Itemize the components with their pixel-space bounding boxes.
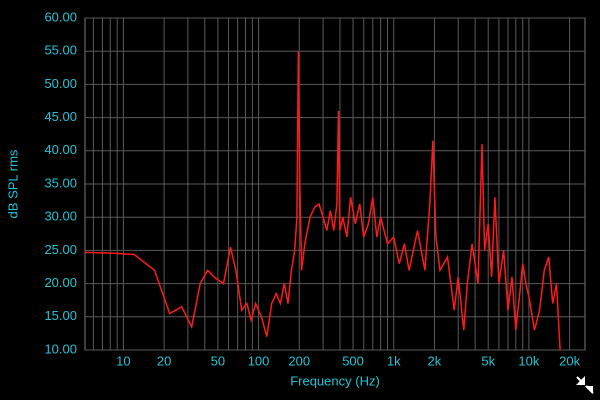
y-tick-label: 40.00: [44, 142, 77, 157]
x-tick-label: 50: [211, 353, 225, 368]
y-tick-label: 15.00: [44, 308, 77, 323]
x-tick-label: 100: [248, 353, 270, 368]
x-tick-label: 20k: [559, 353, 580, 368]
x-axis-title: Frequency (Hz): [290, 373, 380, 388]
x-tick-label: 5k: [481, 353, 495, 368]
y-tick-label: 20.00: [44, 275, 77, 290]
x-tick-label: 10: [116, 353, 130, 368]
data-line: [85, 51, 561, 350]
y-tick-label: 35.00: [44, 175, 77, 190]
x-tick-label: 1k: [387, 353, 401, 368]
y-tick-label: 30.00: [44, 209, 77, 224]
x-tick-label: 200: [288, 353, 310, 368]
x-tick-label: 10k: [518, 353, 539, 368]
y-axis-title: dB SPL rms: [5, 149, 20, 218]
x-tick-label: 500: [342, 353, 364, 368]
y-tick-label: 45.00: [44, 109, 77, 124]
x-tick-label: 20: [157, 353, 171, 368]
expand-icon[interactable]: [576, 376, 594, 394]
x-tick-label: 2k: [428, 353, 442, 368]
y-tick-label: 25.00: [44, 242, 77, 257]
y-tick-label: 50.00: [44, 76, 77, 91]
y-tick-label: 60.00: [44, 9, 77, 24]
y-tick-label: 10.00: [44, 341, 77, 356]
y-tick-label: 55.00: [44, 43, 77, 58]
